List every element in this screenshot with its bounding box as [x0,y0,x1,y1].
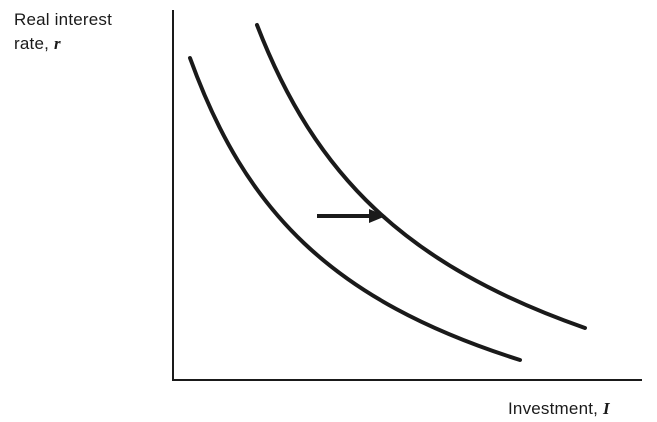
investment-curve-original [188,56,522,362]
y-axis-label-text: rate, [14,34,54,53]
x-axis-label: Investment, I [508,398,610,420]
y-axis-label: Real interest rate, r [14,8,112,56]
shift-arrow [317,209,386,223]
y-axis-label-line1: Real interest [14,10,113,29]
investment-curve-shifted [255,23,587,330]
x-axis-variable: I [603,399,610,418]
y-axis-label-line2: rate, r [14,32,112,56]
arrow-head [369,209,386,223]
y-axis-variable: r [53,34,61,53]
x-axis-label-text: Investment, [508,399,603,418]
